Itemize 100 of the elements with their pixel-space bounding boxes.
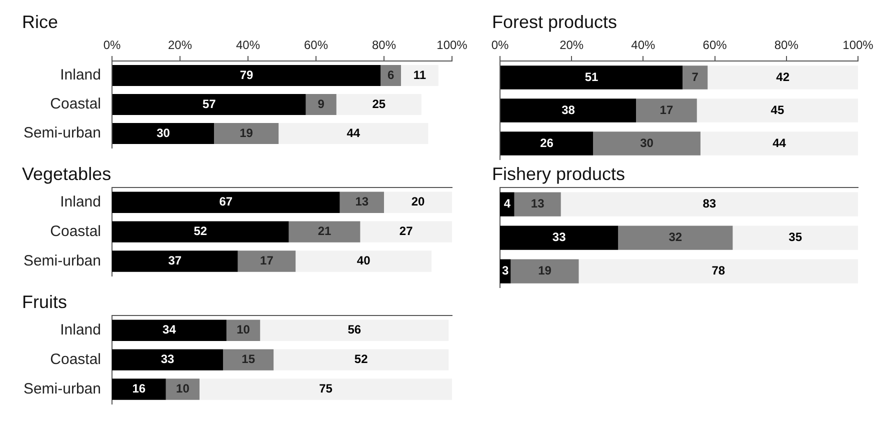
data-label: 19 [240, 126, 254, 140]
x-tick-label: 0% [103, 38, 121, 52]
bar [593, 132, 700, 156]
bar [274, 349, 449, 370]
data-label: 30 [156, 126, 170, 140]
y-tick-label: Semi-urban [23, 252, 101, 270]
bar [260, 320, 449, 341]
bar [500, 66, 683, 90]
data-label: 37 [168, 254, 182, 268]
data-label: 4 [504, 196, 511, 211]
data-label: 7 [692, 70, 699, 84]
x-tick-label: 100% [842, 38, 874, 52]
bar [200, 378, 452, 400]
x-tick-label: 0% [491, 38, 509, 52]
data-label: 25 [372, 96, 386, 111]
data-label: 33 [160, 352, 175, 366]
bar [112, 65, 381, 86]
chart-title: Vegetables [22, 164, 112, 184]
x-tick-label: 80% [774, 38, 799, 52]
y-tick-label: Coastal [50, 96, 101, 113]
data-label: 52 [354, 352, 368, 366]
data-label: 44 [772, 136, 786, 150]
bar [112, 221, 289, 242]
data-label: 16 [132, 382, 146, 396]
data-label: 35 [788, 230, 802, 244]
bar [360, 221, 452, 242]
data-label: 17 [260, 254, 274, 268]
bar [578, 259, 858, 284]
chart-title: Rice [22, 12, 58, 32]
data-label: 45 [770, 102, 784, 117]
data-label: 67 [219, 194, 233, 209]
bar [340, 192, 384, 213]
bar [112, 320, 226, 341]
bar [306, 94, 336, 115]
data-label: 3 [502, 264, 510, 278]
data-label: 32 [668, 230, 682, 244]
data-label: 19 [538, 264, 552, 278]
bar [708, 66, 858, 90]
data-label: 30 [640, 136, 654, 150]
data-label: 9 [318, 96, 325, 111]
bar [336, 94, 422, 115]
data-label: 10 [236, 322, 250, 337]
bar [112, 250, 238, 272]
data-label: 38 [562, 102, 576, 117]
bar [380, 65, 401, 86]
x-tick-label: 80% [372, 38, 396, 52]
x-tick-label: 100% [436, 38, 468, 52]
data-label: 40 [356, 254, 371, 268]
bar [112, 192, 340, 213]
data-label: 44 [346, 126, 360, 140]
bar [112, 123, 214, 144]
y-tick-label: Coastal [50, 222, 101, 240]
bar [500, 192, 514, 216]
bar [514, 192, 561, 216]
bar [226, 320, 260, 341]
data-label: 34 [162, 322, 176, 337]
data-label: 13 [355, 194, 369, 209]
data-label: 42 [776, 70, 790, 84]
bar [223, 349, 274, 370]
bar [732, 226, 858, 250]
bar [500, 132, 594, 156]
x-tick-label: 60% [702, 38, 728, 52]
data-label: 11 [413, 68, 426, 82]
bar [112, 94, 306, 115]
y-tick-label: Inland [60, 321, 101, 338]
data-label: 26 [540, 136, 554, 150]
bar [682, 66, 708, 90]
chart-title: Fishery products [492, 164, 626, 184]
x-tick-label: 40% [236, 38, 260, 52]
bar [296, 250, 432, 272]
bar [500, 226, 618, 250]
chart-title: Fruits [22, 292, 67, 312]
bar [166, 378, 200, 400]
y-tick-label: Semi-urban [23, 380, 101, 398]
bar [112, 349, 224, 370]
data-label: 17 [660, 102, 674, 117]
y-tick-label: Inland [60, 193, 101, 210]
x-tick-label: 20% [560, 38, 584, 52]
data-label: 13 [530, 196, 545, 211]
bar [112, 378, 166, 400]
data-label: 56 [348, 322, 362, 337]
y-tick-label: Semi-urban [23, 124, 101, 142]
data-label: 51 [584, 70, 599, 84]
data-label: 21 [318, 224, 332, 238]
chart-title: Forest products [492, 12, 618, 32]
data-label: 79 [240, 68, 254, 82]
bar [278, 123, 428, 144]
data-label: 6 [387, 68, 394, 82]
data-label: 78 [712, 264, 726, 278]
bar [700, 132, 858, 156]
bar [384, 192, 452, 213]
bar [288, 221, 360, 242]
data-label: 15 [242, 352, 256, 366]
data-label: 33 [552, 230, 566, 244]
data-label: 52 [194, 224, 208, 238]
x-tick-label: 60% [304, 38, 328, 52]
bar [401, 65, 438, 86]
bar [238, 250, 296, 272]
bar [560, 192, 858, 216]
y-tick-label: Coastal [50, 350, 101, 368]
